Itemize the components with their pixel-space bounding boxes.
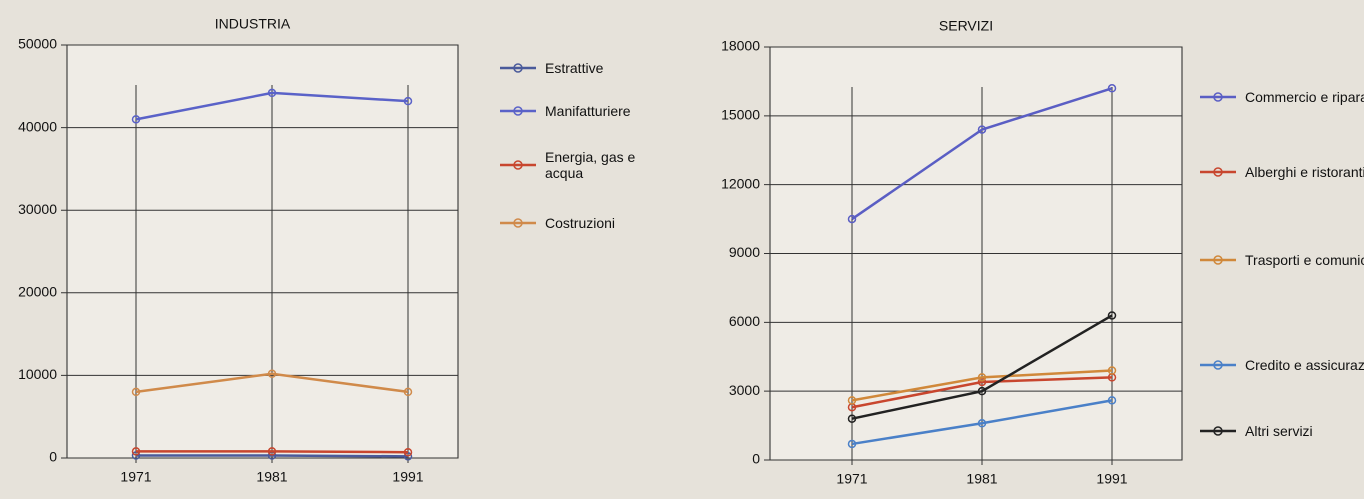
series-line [136,454,409,458]
y-tick-label: 10000 [18,366,57,382]
series-line [135,91,409,121]
legend-label: Costruzioni [545,215,616,231]
series-line [135,372,409,394]
legend-label: Altri servizi [1245,423,1313,439]
legend-marker [513,160,523,170]
point [267,88,277,98]
x-tick-label: 1971 [836,471,867,487]
chart-title: INDUSTRIA [215,16,291,32]
y-tick-label: 30000 [18,201,57,217]
x-tick-label: 1981 [966,471,997,487]
point [1107,84,1117,93]
series-line [851,376,1113,409]
point [847,396,857,405]
point [1107,366,1117,375]
y-tick-label: 3000 [729,382,760,398]
point [1107,311,1117,320]
series-line [851,87,1113,221]
legend-label: Manifatturiere [545,103,631,119]
point [977,373,987,382]
point [977,386,987,396]
y-tick-label: 20000 [18,284,57,300]
point [131,115,141,124]
point [847,439,857,449]
point [267,447,277,456]
legend-label: Estrattive [545,60,604,76]
y-tick-label: 0 [752,451,760,467]
y-tick-label: 50000 [18,36,57,52]
point [977,125,987,134]
legend-label: Energia, gas e acqua [545,149,636,181]
y-tick-label: 9000 [729,244,760,260]
legend-marker [1213,255,1223,265]
legend-marker [513,63,523,73]
legend-marker [513,106,523,116]
point [977,419,987,428]
y-tick-label: 40000 [18,118,57,134]
legend-label: Commercio e riparazioni [1245,89,1364,105]
point [403,96,413,106]
y-tick-label: 18000 [721,38,760,54]
series-line [136,450,409,454]
x-tick-label: 1991 [1096,471,1127,487]
point [847,214,857,224]
y-tick-label: 6000 [729,313,760,329]
point [847,414,857,423]
y-tick-label: 0 [49,449,57,465]
point [403,452,413,461]
series-line [851,369,1113,402]
point [131,387,141,397]
point [1107,396,1117,405]
point [267,369,277,378]
legend-label: Trasporti e comunicazioni [1245,252,1364,268]
legend-marker [1213,92,1223,102]
point [131,447,141,456]
y-tick-label: 15000 [721,107,760,123]
legend-label: Credito e assicurazioni [1245,357,1364,373]
x-tick-label: 1991 [392,469,423,485]
series-line [851,314,1113,420]
y-tick-label: 12000 [721,175,760,191]
chart-title: SERVIZI [939,18,993,34]
legend-marker [1213,360,1223,370]
legend-label: Alberghi e ristoranti [1245,164,1364,180]
legend-marker [1213,426,1223,436]
point [403,447,413,457]
x-tick-label: 1981 [256,469,287,485]
legend-marker [1213,167,1223,177]
plot-area [66,44,459,459]
x-tick-label: 1971 [120,469,151,485]
series-line [851,399,1113,446]
legend-marker [513,218,523,228]
point [403,387,413,397]
